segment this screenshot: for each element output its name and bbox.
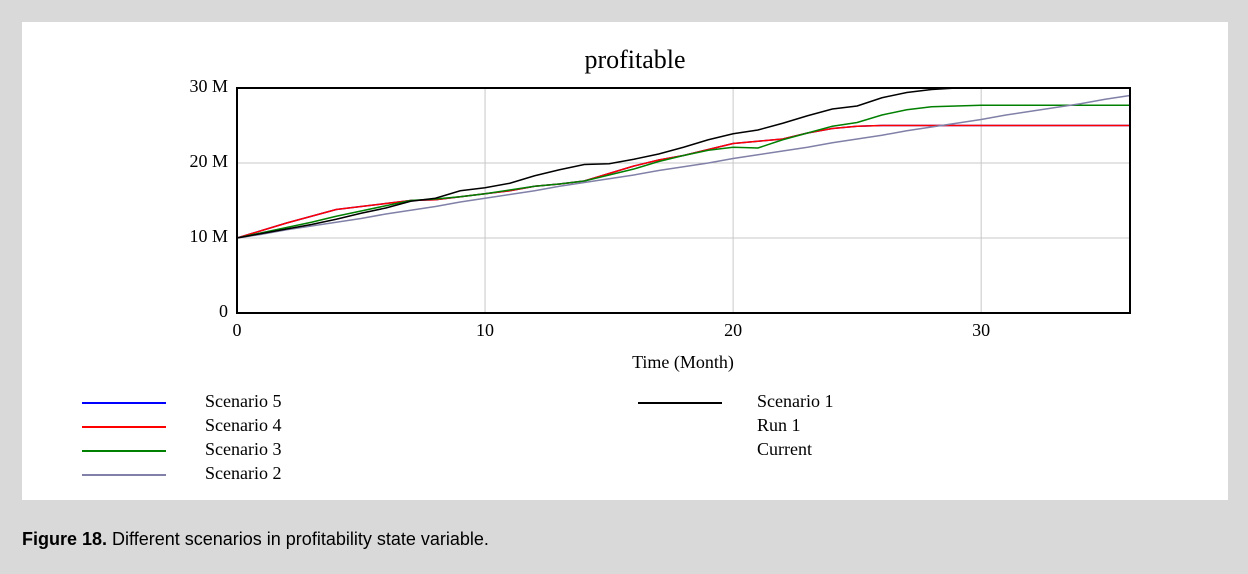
x-tick-label: 10 [476, 320, 494, 340]
legend-label: Scenario 4 [205, 415, 281, 435]
chart-title: profitable [584, 45, 685, 74]
series-line [236, 104, 1130, 239]
legend-label: Run 1 [757, 415, 801, 435]
figure-panel [22, 22, 1228, 500]
series-line [236, 94, 1131, 239]
plot-border [236, 87, 1131, 314]
x-axis-label: Time (Month) [632, 352, 734, 373]
legend-label: Scenario 1 [757, 391, 833, 411]
y-tick-label: 10 M [189, 226, 228, 246]
x-tick-label: 30 [972, 320, 990, 340]
caption-text: Different scenarios in profitability sta… [112, 529, 489, 549]
x-tick-label: 0 [233, 320, 242, 340]
y-tick-label: 20 M [189, 151, 228, 171]
legend-label: Scenario 5 [205, 391, 281, 411]
legend-label: Scenario 2 [205, 463, 281, 483]
caption: Figure 18. Different scenarios in profit… [22, 529, 489, 549]
legend-label: Current [757, 439, 812, 459]
caption-label: Figure 18. [22, 529, 107, 549]
legend-label: Scenario 3 [205, 439, 281, 459]
y-tick-label: 0 [219, 301, 228, 321]
x-tick-label: 20 [724, 320, 742, 340]
y-tick-label: 30 M [189, 76, 228, 96]
